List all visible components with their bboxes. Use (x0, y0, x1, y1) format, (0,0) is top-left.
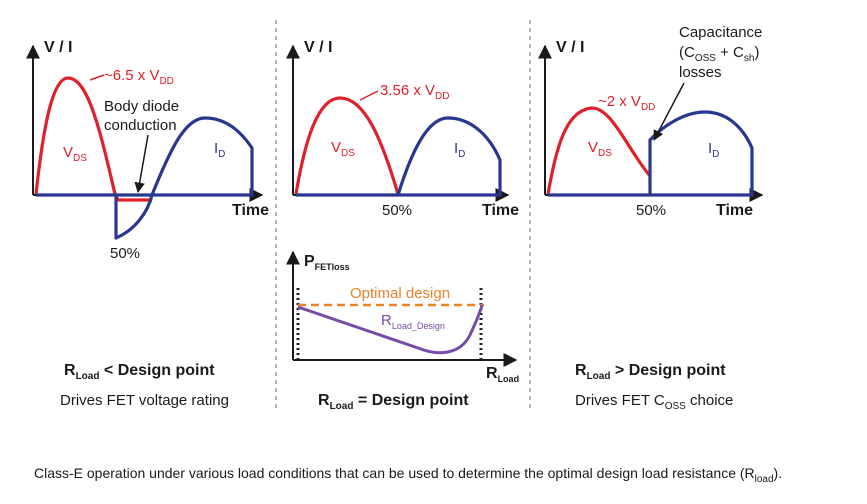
loss-y-label: PFETloss (304, 253, 350, 272)
right-id-curve (548, 110, 754, 197)
loss-curve (297, 304, 484, 355)
center-id-label: ID (454, 140, 465, 160)
right-note: Drives FET COSS choice (575, 392, 733, 412)
left-note: Drives FET voltage rating (60, 392, 229, 409)
left-vds-curve (34, 76, 152, 202)
right-panel: V / I Capacitance (COSS + Csh) losses ~2… (538, 24, 764, 412)
left-axis-label: V / I (44, 39, 72, 56)
center-peak-label: 3.56 x VDD (380, 82, 450, 102)
left-condition: RLoad < Design point (64, 362, 215, 382)
center-id-curve (296, 116, 502, 197)
right-vds-label: VDS (588, 139, 612, 159)
left-time-label: Time (232, 202, 269, 219)
right-cap-line1: Capacitance (679, 24, 762, 41)
left-id-label: ID (214, 140, 225, 160)
left-pct-label: 50% (110, 245, 140, 262)
right-condition: RLoad > Design point (575, 362, 726, 382)
center-panel: V / I 3.56 x VDD VDS ID Time 50% (286, 39, 519, 219)
center-time-label: Time (482, 202, 519, 219)
right-cap-line3: losses (679, 64, 722, 81)
center-peak-leader (359, 90, 379, 101)
right-cap-line2: (COSS + Csh) (679, 44, 759, 64)
loss-curve-label: RLoad_Design (381, 312, 445, 331)
right-id-label: ID (708, 140, 719, 160)
right-peak-label: ~2 x VDD (598, 93, 655, 113)
left-body-diode-line2: conduction (104, 117, 177, 134)
loss-plot: PFETloss Optimal design RLoad_Design RLo… (286, 250, 519, 412)
left-body-diode-arrow (134, 134, 149, 194)
figure-caption: Class-E operation under various load con… (34, 465, 782, 485)
right-cap-arrow (653, 82, 685, 141)
right-vds-curve (546, 106, 652, 195)
center-condition: RLoad = Design point (318, 392, 469, 412)
right-time-label: Time (716, 202, 753, 219)
left-vds-label: VDS (63, 144, 87, 164)
center-axis-label: V / I (304, 39, 332, 56)
optimal-design-label: Optimal design (350, 285, 450, 302)
right-pct-label: 50% (636, 202, 666, 219)
right-axis-label: V / I (556, 39, 584, 56)
center-vds-label: VDS (331, 139, 355, 159)
left-panel: V / I ~6.5 x VDD Body diode conduction V… (26, 39, 269, 409)
left-peak-label: ~6.5 x VDD (104, 67, 174, 87)
left-id-curve (36, 116, 254, 240)
center-vds-curve (294, 96, 400, 195)
left-peak-leader (89, 74, 105, 81)
left-body-diode-line1: Body diode (104, 98, 179, 115)
loss-x-label: RLoad (486, 365, 519, 384)
center-pct-label: 50% (382, 202, 412, 219)
